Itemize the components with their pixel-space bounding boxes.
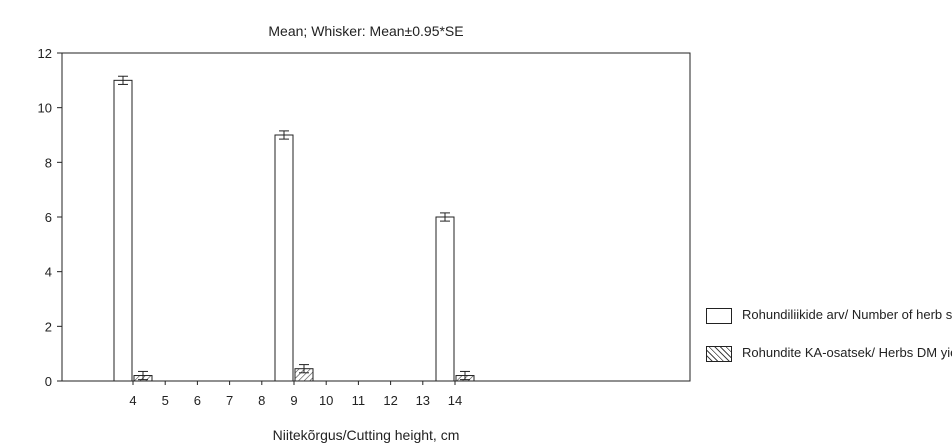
legend-label: Rohundite KA-osatsek/ Herbs DM yield [742, 345, 952, 360]
x-tick-label: 14 [448, 393, 462, 408]
y-tick-label: 2 [45, 319, 52, 334]
bar-herb-species [113, 79, 133, 382]
x-tick-label: 6 [194, 393, 201, 408]
x-tick-label: 8 [258, 393, 265, 408]
x-tick-label: 13 [416, 393, 430, 408]
legend-label: Rohundiliikide arv/ Number of herb speci… [742, 307, 952, 322]
x-tick-label: 4 [129, 393, 136, 408]
legend: Rohundiliikide arv/ Number of herb speci… [706, 307, 952, 384]
x-tick-label: 7 [226, 393, 233, 408]
legend-item-herb-species: Rohundiliikide arv/ Number of herb speci… [706, 307, 952, 346]
x-tick-label: 9 [290, 393, 297, 408]
y-axis: 0 2 4 6 8 10 12 [38, 46, 62, 389]
legend-swatch-hatched [706, 346, 732, 362]
y-tick-label: 6 [45, 210, 52, 225]
x-tick-label: 10 [319, 393, 333, 408]
legend-swatch-plain [706, 308, 732, 324]
plot-area [61, 52, 691, 382]
x-axis: 4 5 6 7 8 9 10 11 12 13 14 [129, 381, 462, 408]
x-tick-label: 11 [352, 393, 366, 408]
x-axis-title: Niitekõrgus/Cutting height, cm [273, 427, 460, 443]
y-tick-label: 0 [45, 374, 52, 389]
chart-title: Mean; Whisker: Mean±0.95*SE [268, 23, 463, 39]
y-tick-label: 10 [38, 101, 52, 116]
y-tick-label: 12 [38, 46, 52, 61]
legend-item-herbs-dm-yield: Rohundite KA-osatsek/ Herbs DM yield [706, 345, 952, 384]
bar-series [113, 75, 475, 382]
y-tick-label: 4 [45, 265, 52, 280]
y-tick-label: 8 [45, 155, 52, 170]
bar-herb-species [274, 134, 294, 382]
x-tick-label: 12 [383, 393, 397, 408]
bar-herb-species [435, 216, 455, 382]
x-tick-label: 5 [162, 393, 169, 408]
